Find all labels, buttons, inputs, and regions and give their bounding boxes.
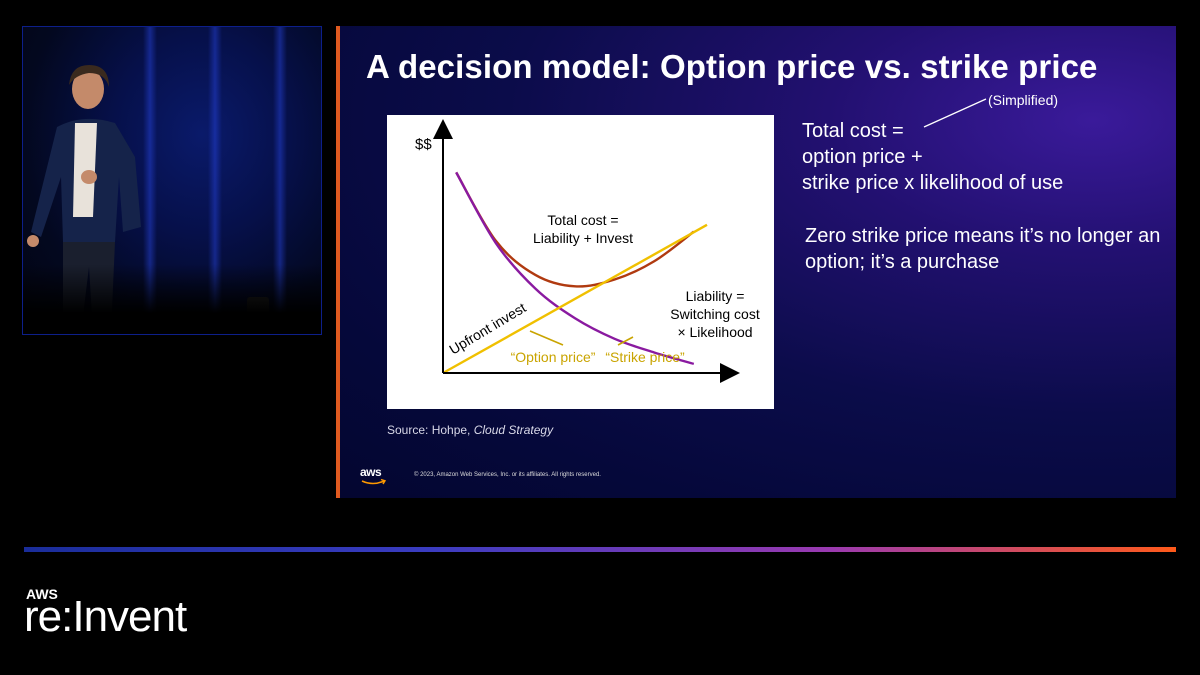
presentation-slide: A decision model: Option price vs. strik… xyxy=(336,26,1176,498)
aws-logo: aws xyxy=(360,465,388,487)
annotation-pointer xyxy=(617,336,634,346)
chart-panel: Total cost = Liability + Invest Liability … xyxy=(387,115,774,409)
brand-reinvent: re:Invent xyxy=(24,592,187,641)
purchase-note: Zero strike price means it’s no longer a… xyxy=(805,225,1161,273)
simplified-label: (Simplified) xyxy=(988,92,1059,108)
stage-floor xyxy=(23,264,321,334)
speaker-video xyxy=(22,26,322,335)
slide-title: A decision model: Option price vs. strik… xyxy=(366,48,1098,85)
formula-line: Total cost = xyxy=(802,120,904,142)
source-book: Cloud Strategy xyxy=(473,423,554,437)
curtain-light xyxy=(208,27,222,334)
brand-aws: AWS xyxy=(26,586,58,602)
total-cost-formula: Total cost = option price + strike price… xyxy=(802,118,1063,196)
annotation-pointer xyxy=(529,330,564,346)
gradient-divider xyxy=(24,547,1176,552)
y-axis-label: $$ xyxy=(415,136,432,153)
aws-logo-text: aws xyxy=(360,465,382,479)
formula-line: strike price x likelihood of use xyxy=(802,172,1064,194)
liability-label: Liability = Switching cost × Likelihood xyxy=(670,288,760,340)
copyright-notice: © 2023, Amazon Web Services, Inc. or its… xyxy=(414,472,601,478)
strike-price-label: “Strike price” xyxy=(605,349,685,365)
option-price-label: “Option price” xyxy=(511,349,596,365)
cost-chart: Total cost = Liability + Invest Liability … xyxy=(415,119,760,383)
curtain-light xyxy=(143,27,157,334)
source-citation: Source: Hohpe, Cloud Strategy xyxy=(387,423,553,437)
total-cost-curve xyxy=(455,171,695,288)
total-cost-label: Total cost = Liability + Invest xyxy=(533,212,633,246)
liability-curve xyxy=(455,171,695,366)
upfront-invest-line xyxy=(442,223,708,375)
curtain-light xyxy=(273,27,287,334)
source-prefix: Source: Hohpe, xyxy=(387,423,474,437)
formula-line: option price + xyxy=(802,146,923,168)
